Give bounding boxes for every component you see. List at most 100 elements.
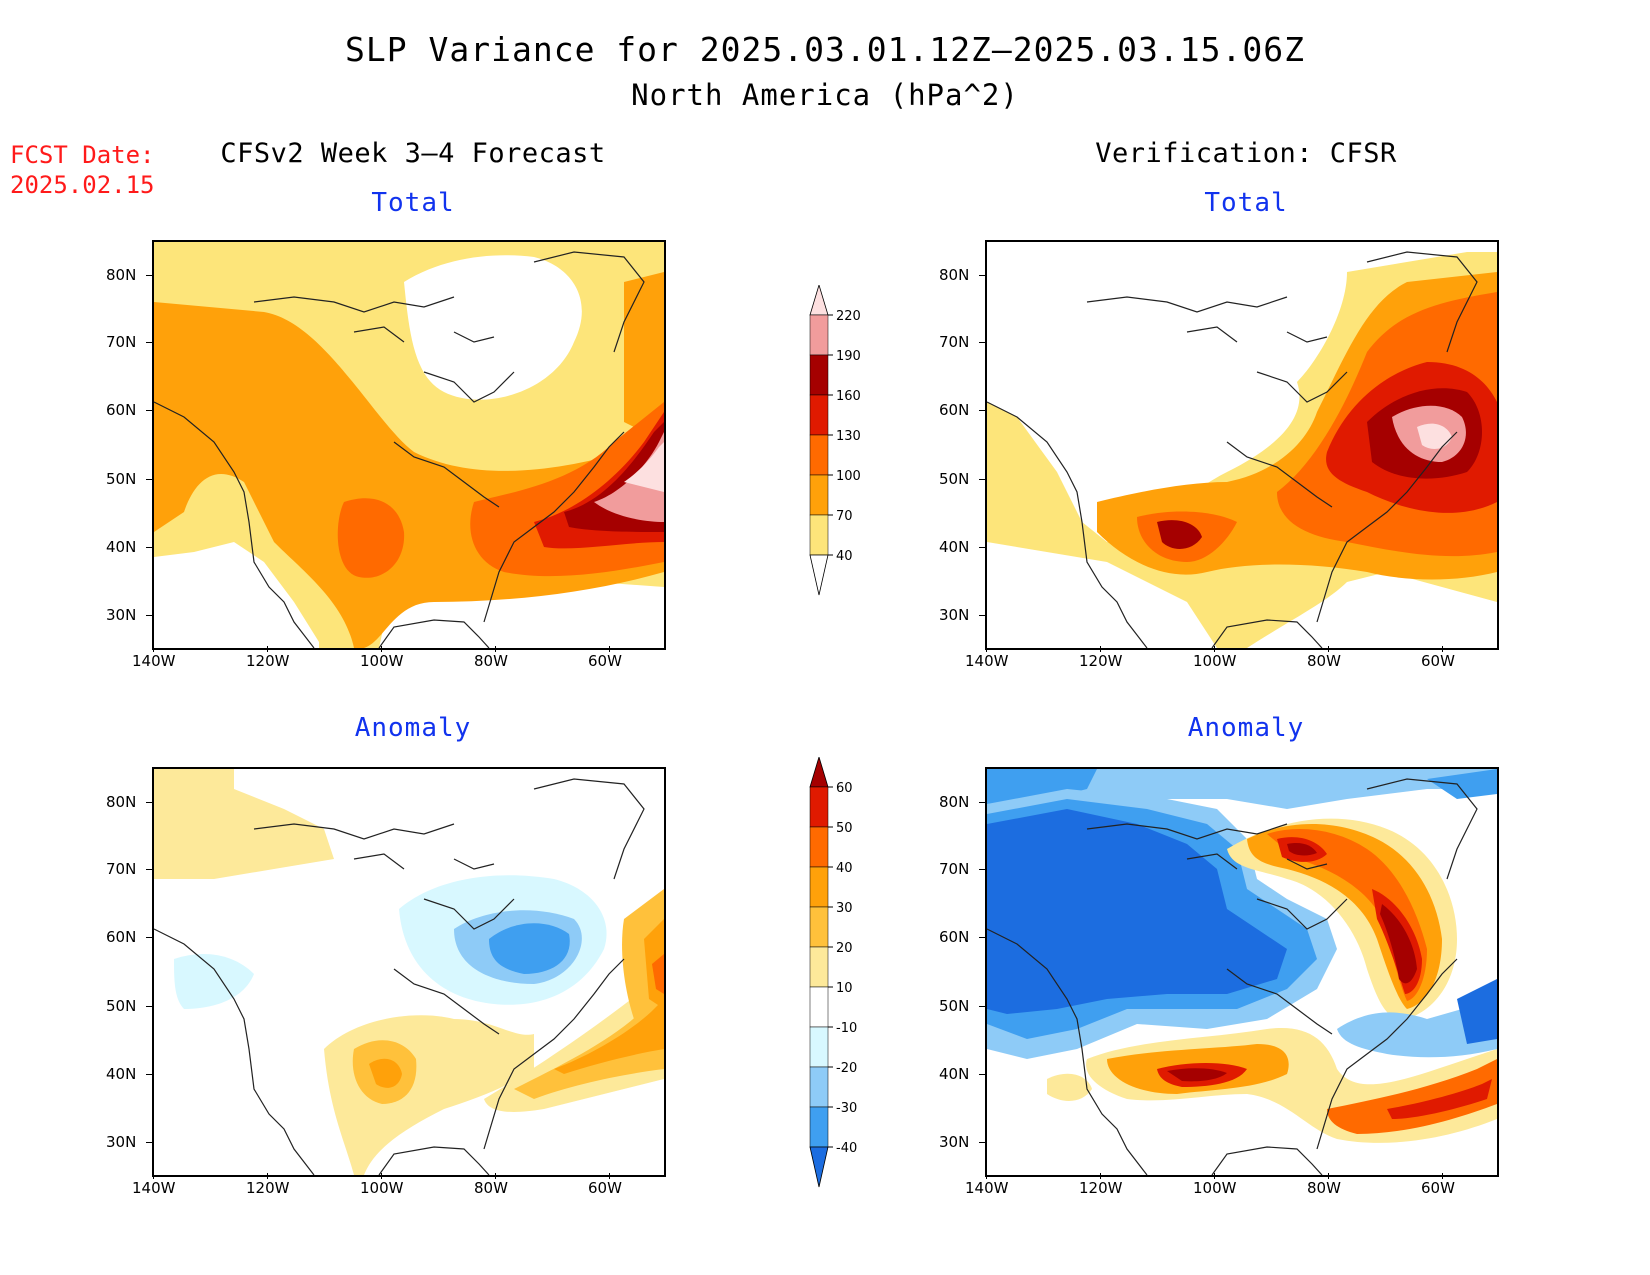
lon-tick bbox=[609, 1173, 610, 1179]
lat-label: 30N bbox=[106, 606, 137, 624]
lat-label: 60N bbox=[106, 928, 137, 946]
colorbar-label: 40 bbox=[836, 861, 853, 876]
map-forecast-anomaly bbox=[152, 767, 666, 1177]
lon-tick bbox=[153, 1173, 154, 1179]
lon-label: 100W bbox=[1193, 1179, 1237, 1197]
lat-tick bbox=[979, 275, 985, 276]
colorbar-label: -20 bbox=[836, 1061, 857, 1076]
panel-title-forecast-total: Total bbox=[371, 188, 455, 218]
lon-label: 60W bbox=[1421, 652, 1455, 670]
colorbar-label: 160 bbox=[836, 389, 861, 404]
colorbar-swatch bbox=[809, 514, 829, 556]
forecast-total-field bbox=[154, 242, 664, 648]
colorbar-total-svg: 220 190 160 130 100 70 40 bbox=[809, 283, 861, 596]
lat-tick bbox=[979, 937, 985, 938]
lat-label: 80N bbox=[106, 266, 137, 284]
lat-label: 80N bbox=[939, 793, 970, 811]
lat-tick bbox=[146, 1006, 152, 1007]
coastlines bbox=[154, 778, 645, 1175]
lat-label: 50N bbox=[939, 470, 970, 488]
colorbar-label: -30 bbox=[836, 1101, 857, 1116]
coastlines bbox=[987, 251, 1478, 648]
colorbar-swatch bbox=[809, 866, 829, 908]
lat-label: 40N bbox=[106, 538, 137, 556]
lon-tick bbox=[381, 1173, 382, 1179]
lat-label: 60N bbox=[939, 401, 970, 419]
lat-tick bbox=[979, 802, 985, 803]
lon-tick bbox=[267, 1173, 268, 1179]
lat-tick bbox=[146, 547, 152, 548]
lon-label: 120W bbox=[246, 652, 290, 670]
lat-tick bbox=[146, 937, 152, 938]
lon-label: 80W bbox=[474, 1179, 508, 1197]
lon-tick bbox=[986, 1173, 987, 1179]
colorbar-label: 130 bbox=[836, 429, 861, 444]
colorbar-swatch bbox=[809, 1026, 829, 1068]
lat-tick bbox=[146, 615, 152, 616]
colorbar-anomaly: 60 50 40 30 20 10 -10 -20 -30 -40 bbox=[790, 755, 870, 1207]
panel-title-forecast-anomaly: Anomaly bbox=[354, 713, 472, 743]
lon-tick bbox=[153, 646, 154, 652]
lon-label: 80W bbox=[1307, 1179, 1341, 1197]
lat-tick bbox=[979, 1142, 985, 1143]
lat-tick bbox=[146, 1074, 152, 1075]
lon-tick bbox=[609, 646, 610, 652]
colorbar-bottom-triangle bbox=[809, 554, 829, 596]
lon-tick bbox=[1328, 1173, 1329, 1179]
lat-tick bbox=[146, 342, 152, 343]
lat-label: 50N bbox=[106, 470, 137, 488]
lon-tick bbox=[1214, 646, 1215, 652]
lat-tick bbox=[146, 479, 152, 480]
colorbar-swatch bbox=[809, 434, 829, 476]
coastlines bbox=[987, 778, 1478, 1175]
colorbar-top-triangle bbox=[809, 755, 829, 788]
map-forecast-total bbox=[152, 240, 666, 650]
forecast-date-value: 2025.02.15 bbox=[10, 171, 155, 199]
map-verification-anomaly bbox=[985, 767, 1499, 1177]
lon-label: 100W bbox=[1193, 652, 1237, 670]
verification-total-field bbox=[987, 242, 1497, 648]
colorbar-label: 30 bbox=[836, 901, 853, 916]
colorbar-swatch bbox=[809, 946, 829, 988]
lat-tick bbox=[146, 1142, 152, 1143]
column-title-forecast: CFSv2 Week 3–4 Forecast bbox=[220, 138, 606, 169]
lon-tick bbox=[495, 646, 496, 652]
lon-label: 60W bbox=[588, 1179, 622, 1197]
lat-label: 70N bbox=[939, 333, 970, 351]
lat-tick bbox=[146, 802, 152, 803]
lon-tick bbox=[267, 646, 268, 652]
colorbar-label: 40 bbox=[836, 549, 853, 564]
main-subtitle: North America (hPa^2) bbox=[631, 78, 1019, 112]
colorbar-label: -10 bbox=[836, 1021, 857, 1036]
colorbar-label: 10 bbox=[836, 981, 853, 996]
colorbar-total: 220 190 160 130 100 70 40 bbox=[790, 283, 870, 615]
lat-label: 70N bbox=[106, 860, 137, 878]
panel-title-verification-total: Total bbox=[1204, 188, 1288, 218]
lat-tick bbox=[146, 410, 152, 411]
colorbar-label: 190 bbox=[836, 349, 861, 364]
colorbar-top-triangle bbox=[809, 283, 829, 316]
colorbar-swatch bbox=[809, 1066, 829, 1108]
colorbar-label: 50 bbox=[836, 821, 853, 836]
lat-label: 70N bbox=[939, 860, 970, 878]
coastlines bbox=[154, 251, 645, 648]
lat-label: 80N bbox=[939, 266, 970, 284]
lon-label: 140W bbox=[965, 652, 1009, 670]
lat-label: 30N bbox=[106, 1133, 137, 1151]
lon-label: 140W bbox=[132, 652, 176, 670]
lat-label: 40N bbox=[106, 1065, 137, 1083]
lon-tick bbox=[1100, 646, 1101, 652]
lon-label: 120W bbox=[246, 1179, 290, 1197]
colorbar-swatch bbox=[809, 474, 829, 516]
lon-tick bbox=[1442, 1173, 1443, 1179]
colorbar-swatch bbox=[809, 906, 829, 948]
lat-tick bbox=[979, 869, 985, 870]
lat-tick bbox=[979, 1074, 985, 1075]
colorbar-swatch bbox=[809, 786, 829, 828]
lat-tick bbox=[979, 1006, 985, 1007]
colorbar-label: 60 bbox=[836, 781, 853, 796]
lon-label: 80W bbox=[1307, 652, 1341, 670]
lat-tick bbox=[979, 615, 985, 616]
verification-anomaly-field bbox=[987, 769, 1497, 1175]
colorbar-label: 70 bbox=[836, 509, 853, 524]
